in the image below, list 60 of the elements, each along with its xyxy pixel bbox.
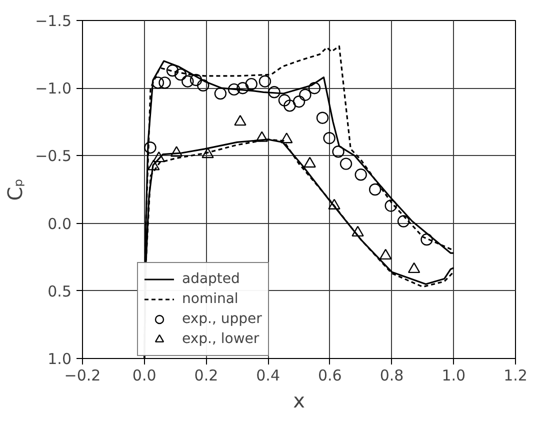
point [328,198,340,210]
point [316,112,329,124]
point [234,114,246,126]
y-tick-label: −1.5 [35,12,72,30]
y-tick-label: 1.0 [48,350,72,368]
point [214,87,227,100]
point [368,183,382,196]
point [202,147,214,158]
legend-label: exp., lower [182,331,260,347]
point [197,79,210,92]
legend-label: nominal [182,291,238,307]
point [332,146,344,158]
point [408,262,420,274]
point [182,75,194,88]
point [258,75,272,88]
point [340,158,352,170]
y-axis-title: Cₚ [3,178,28,201]
point [256,131,268,142]
x-tick-label: 1.0 [442,366,466,384]
y-tick-label: 0.5 [48,282,72,300]
x-tick-label: 0.2 [194,366,218,384]
x-tick-label: 0.4 [256,366,280,384]
point [278,94,291,106]
point [144,142,156,154]
point [354,168,367,181]
point [190,74,202,86]
point [352,226,364,237]
point [420,233,433,246]
point [308,82,321,94]
legend-label: adapted [182,271,240,287]
point [158,76,171,89]
point [245,78,258,90]
point [152,151,165,162]
y-tick-label: −1.0 [35,80,72,98]
y-tick-label: 0.0 [48,214,72,233]
x-tick-label: −0.2 [64,366,101,384]
x-tick-label: 0.0 [132,366,156,384]
point [148,160,160,170]
point [380,248,392,260]
point [228,83,240,96]
point [384,200,397,212]
point [174,68,187,81]
y-tick-label: −0.5 [35,147,72,166]
x-tick-label: 1.2 [504,366,528,384]
point [166,64,179,77]
point [299,88,312,101]
x-axis-title: x [293,388,306,412]
point [304,156,316,168]
point [323,132,336,144]
point [397,215,410,228]
point [280,132,293,144]
point [236,82,249,94]
point [292,96,306,108]
point [170,146,183,157]
legend-label: exp., upper [182,311,262,327]
x-tick-label: 0.6 [318,366,342,384]
point [284,100,296,112]
point [152,76,164,89]
point [268,86,280,98]
x-tick-label: 0.8 [380,366,404,384]
